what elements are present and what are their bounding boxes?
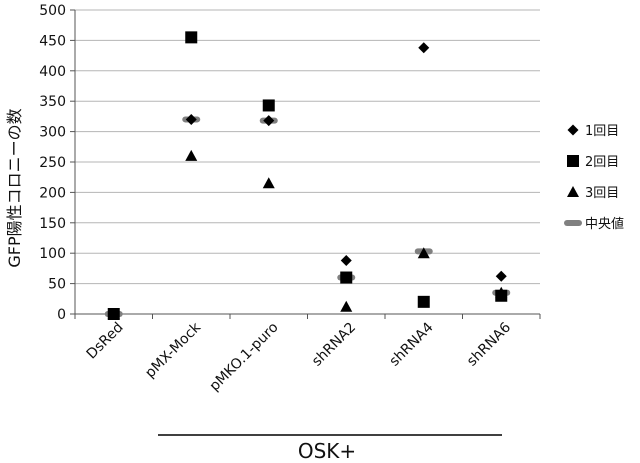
legend-marker-dash: [564, 220, 582, 226]
y-tick-label: 0: [57, 307, 66, 323]
data-point-triangle: [262, 177, 275, 189]
data-point-diamond: [185, 113, 197, 125]
data-point-square: [262, 99, 275, 112]
legend-label: 2回目: [585, 155, 619, 170]
data-point-triangle: [185, 149, 198, 161]
x-tick-label: shRNA4: [386, 319, 436, 369]
y-tick-labels: 0 50 100 150 200 250 300 350 400 450 500: [39, 3, 75, 323]
data-point-triangle: [107, 308, 120, 319]
y-tick-label: 400: [39, 64, 66, 80]
legend-item: 中央値: [564, 216, 624, 232]
legend-item: 3回目: [567, 186, 619, 201]
legend-label: 3回目: [585, 186, 619, 201]
y-tick-label: 250: [39, 155, 66, 171]
y-tick-label: 200: [39, 185, 66, 201]
x-tick-label: pMX-Mock: [142, 319, 204, 381]
data-point-triangle: [417, 247, 430, 259]
y-tick-label: 50: [48, 277, 66, 293]
y-axis-label: GFP陽性コロニーの数: [5, 108, 24, 267]
legend-label: 1回目: [585, 124, 619, 139]
y-tick-label: 500: [39, 3, 66, 19]
data-point-square: [185, 31, 198, 44]
data-point-diamond: [418, 42, 430, 54]
group-label: OSK+: [298, 439, 356, 463]
y-tick-label: 350: [39, 94, 66, 110]
y-tick-label: 100: [39, 246, 66, 262]
x-tick-labels: DsRed pMX-Mock pMKO.1-puro shRNA2 shRNA4 shRN…: [74, 314, 541, 395]
data-point-diamond: [340, 254, 352, 266]
y-tick-label: 150: [39, 216, 66, 232]
data-point-diamond: [263, 115, 275, 127]
data-point-triangle: [340, 300, 353, 312]
legend-marker-square: [567, 155, 579, 167]
legend-marker-diamond: [567, 124, 579, 136]
data-point-square: [340, 271, 353, 284]
gridlines: [75, 9, 540, 285]
data-point-triangle: [495, 286, 508, 298]
y-tick-label: 450: [39, 33, 66, 49]
legend-item: 1回目: [567, 124, 619, 139]
legend-item: 2回目: [567, 155, 619, 170]
data-marks: [104, 31, 511, 320]
data-point-square: [417, 295, 430, 308]
data-point-diamond: [495, 270, 507, 282]
legend-label: 中央値: [585, 216, 624, 232]
y-tick-label: 300: [39, 125, 66, 141]
x-tick-label: pMKO.1-puro: [207, 320, 282, 395]
x-tick-label: DsRed: [84, 320, 127, 363]
x-tick-label: shRNA2: [309, 320, 359, 370]
legend-marker-triangle: [567, 186, 579, 197]
x-tick-label: shRNA6: [464, 319, 514, 369]
